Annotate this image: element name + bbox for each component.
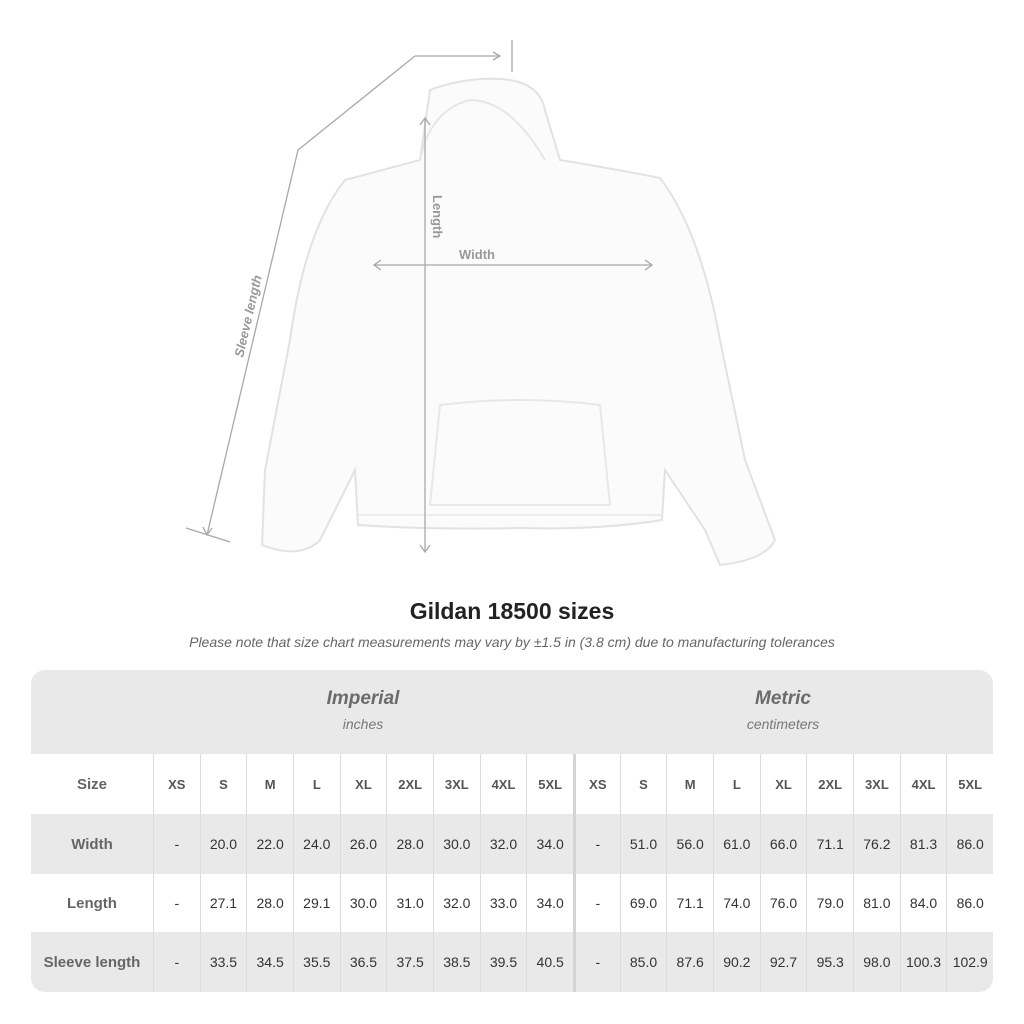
- metric-cell: 98.0: [853, 932, 900, 992]
- metric-cell: -: [573, 874, 620, 932]
- row-label: Length: [66, 894, 117, 912]
- imperial-cell: 32.0: [479, 814, 527, 874]
- metric-cell: 85.0: [619, 932, 667, 992]
- imperial-cell: 32.0: [432, 874, 480, 932]
- metric-unit: centimeters: [746, 716, 820, 732]
- size-header-cell: 3XL: [432, 754, 480, 814]
- metric-cell: 92.7: [759, 932, 807, 992]
- size-header-cell: M: [246, 754, 293, 814]
- metric-cell: 71.1: [666, 874, 713, 932]
- size-header-cell: 2XL: [806, 754, 853, 814]
- imperial-cell: 33.0: [479, 874, 527, 932]
- size-header-cell: 5XL: [946, 754, 993, 814]
- imperial-cell: -: [152, 814, 200, 874]
- tolerance-note: Please note that size chart measurements…: [189, 634, 835, 650]
- imperial-cell: 34.5: [246, 932, 293, 992]
- imperial-header: Imperial inches: [153, 670, 573, 754]
- metric-cell: 66.0: [759, 814, 807, 874]
- imperial-cell: 34.0: [526, 814, 573, 874]
- imperial-cell: 39.5: [479, 932, 527, 992]
- row-label: Sleeve length: [43, 953, 141, 971]
- metric-cell: 69.0: [619, 874, 667, 932]
- imperial-cell: 36.5: [339, 932, 387, 992]
- imperial-cell: 33.5: [199, 932, 247, 992]
- imperial-cell: 40.5: [526, 932, 573, 992]
- table-row: Width -20.0 22.0 24.0 26.0 28.0 30.0 32.0 34.0-5…: [31, 814, 993, 874]
- imperial-cell: 30.0: [339, 874, 387, 932]
- size-header-cell: S: [199, 754, 247, 814]
- imperial-cell: 34.0: [526, 874, 573, 932]
- size-header-cell: 5XL: [526, 754, 573, 814]
- metric-cell: 71.1: [806, 814, 853, 874]
- imperial-cell: 26.0: [339, 814, 387, 874]
- size-header-cell: S: [619, 754, 667, 814]
- row-label: Size: [76, 775, 107, 793]
- metric-cell: 81.0: [853, 874, 900, 932]
- metric-cell: 56.0: [666, 814, 713, 874]
- metric-cell: 100.3: [899, 932, 947, 992]
- size-header-cell: 4XL: [479, 754, 527, 814]
- metric-cell: -: [573, 932, 620, 992]
- size-header-cell: 2XL: [386, 754, 433, 814]
- imperial-cell: 22.0: [246, 814, 293, 874]
- imperial-cell: 29.1: [292, 874, 340, 932]
- imperial-cell: 28.0: [386, 814, 433, 874]
- metric-cell: 61.0: [713, 814, 760, 874]
- size-header-cell: XL: [759, 754, 807, 814]
- size-header-cell: L: [713, 754, 760, 814]
- metric-cell: 86.0: [946, 814, 993, 874]
- imperial-cell: 37.5: [386, 932, 433, 992]
- hoodie-image: [260, 77, 777, 567]
- imperial-cell: 20.0: [199, 814, 247, 874]
- imperial-cell: 35.5: [292, 932, 340, 992]
- metric-cell: 87.6: [666, 932, 713, 992]
- size-header-cell: 4XL: [899, 754, 947, 814]
- imperial-cell: -: [152, 874, 200, 932]
- imperial-cell: 31.0: [386, 874, 433, 932]
- width-label: Width: [459, 247, 495, 262]
- size-header-cell: L: [292, 754, 340, 814]
- imperial-cell: 30.0: [432, 814, 480, 874]
- metric-cell: 86.0: [946, 874, 993, 932]
- table-row: Length -27.1 28.0 29.1 30.0 31.0 32.0 33.0 34.0-…: [31, 874, 993, 932]
- sleeve-length-label: Sleeve length: [231, 274, 264, 359]
- metric-cell: 76.0: [759, 874, 807, 932]
- size-header-cell: M: [666, 754, 713, 814]
- metric-cell: 74.0: [713, 874, 760, 932]
- imperial-title: Imperial: [326, 688, 400, 709]
- size-header-cell: XS: [573, 754, 620, 814]
- imperial-cell: 24.0: [292, 814, 340, 874]
- table-row: Sleeve length -33.5 34.5 35.5 36.5 37.5 38.5 39…: [31, 932, 993, 992]
- size-header-cell: 3XL: [853, 754, 900, 814]
- page-title: Gildan 18500 sizes: [409, 598, 615, 624]
- metric-title: Metric: [755, 688, 811, 709]
- metric-cell: 51.0: [619, 814, 667, 874]
- metric-cell: -: [573, 814, 620, 874]
- size-header-row: Size XS S M L XL 2XL 3XL 4XL 5XL XS S M L XL 2XL 3XL 4XL 5…: [31, 754, 993, 814]
- metric-header: Metric centimeters: [573, 670, 993, 754]
- hoodie-illustration: Length Width Sleeve length: [185, 40, 777, 567]
- size-header-cell: XL: [339, 754, 387, 814]
- row-label: Width: [71, 835, 113, 853]
- metric-cell: 84.0: [899, 874, 947, 932]
- metric-cell: 76.2: [853, 814, 900, 874]
- metric-cell: 102.9: [946, 932, 993, 992]
- imperial-unit: inches: [342, 716, 384, 732]
- metric-cell: 90.2: [713, 932, 760, 992]
- imperial-cell: 27.1: [199, 874, 247, 932]
- imperial-cell: -: [152, 932, 200, 992]
- size-chart-table: Imperial inches Metric centimeters Size X…: [31, 670, 993, 992]
- imperial-cell: 28.0: [246, 874, 293, 932]
- imperial-cell: 38.5: [432, 932, 480, 992]
- metric-cell: 81.3: [899, 814, 947, 874]
- size-header-cell: XS: [152, 754, 200, 814]
- metric-cell: 95.3: [806, 932, 853, 992]
- length-label: Length: [430, 195, 445, 238]
- metric-cell: 79.0: [806, 874, 853, 932]
